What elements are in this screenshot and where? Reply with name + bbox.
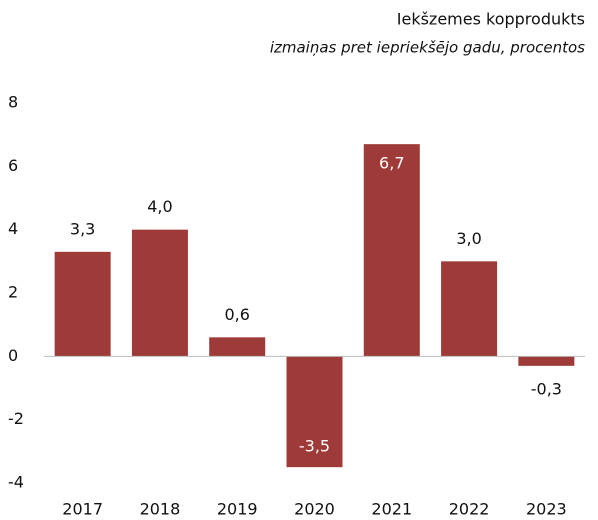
data-label: 3,0 [456, 229, 481, 248]
bar [209, 337, 266, 357]
data-label: 4,0 [147, 197, 172, 216]
bar [518, 356, 575, 366]
x-tick-label: 2017 [62, 500, 103, 519]
x-tick-label: 2021 [371, 500, 412, 519]
bar [441, 261, 498, 357]
data-label: -0,3 [531, 379, 562, 398]
y-tick-label: 8 [8, 93, 18, 112]
x-tick-label: 2018 [140, 500, 181, 519]
data-label: 6,7 [379, 154, 404, 173]
bar [131, 229, 188, 357]
data-label: 3,3 [70, 219, 95, 238]
y-tick-label: 0 [8, 346, 18, 365]
x-tick-label: 2022 [449, 500, 490, 519]
y-tick-label: 4 [8, 219, 18, 238]
data-label: 0,6 [224, 305, 249, 324]
data-label: -3,5 [299, 437, 330, 456]
bar [54, 251, 111, 357]
x-tick-label: 2023 [526, 500, 567, 519]
y-tick-label: -4 [8, 473, 24, 492]
bar [363, 144, 420, 357]
y-tick-label: 6 [8, 156, 18, 175]
x-tick-label: 2020 [294, 500, 335, 519]
chart-subtitle: izmaiņas pret iepriekšējo gadu, procento… [270, 39, 585, 57]
y-tick-label: -2 [8, 409, 24, 428]
y-tick-label: 2 [8, 283, 18, 302]
x-tick-label: 2019 [217, 500, 258, 519]
chart-title: Iekšzemes kopprodukts [397, 10, 585, 29]
bar [286, 356, 343, 468]
